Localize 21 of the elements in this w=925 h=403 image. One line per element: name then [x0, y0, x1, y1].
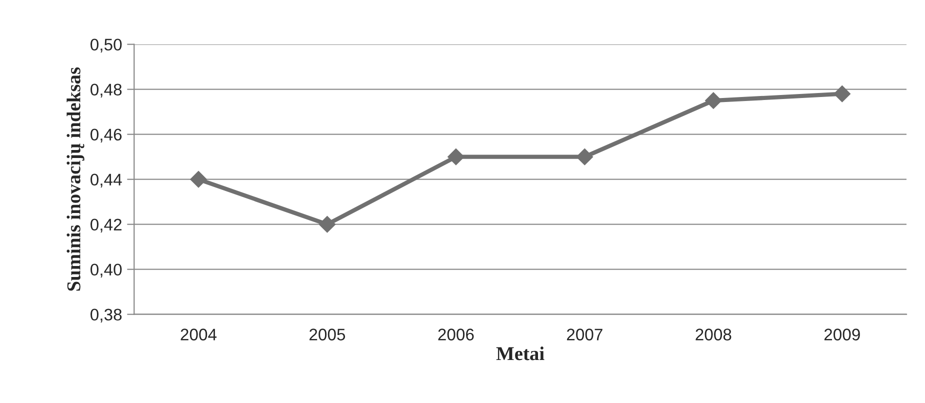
- point: [448, 148, 464, 166]
- x-tick-label: 2004: [180, 328, 217, 340]
- x-tick-label: 2008: [696, 328, 732, 340]
- y-tick-label: 0,38: [90, 308, 122, 323]
- point: [576, 148, 594, 166]
- point: [705, 92, 722, 109]
- y-axis-title: Suminis inovacijų indeksas: [66, 67, 84, 291]
- x-tick-label: 2007: [566, 328, 602, 340]
- y-tick-label: 0,46: [90, 128, 122, 143]
- x-axis-title: Metai: [496, 346, 544, 360]
- y-tick-label: 0,50: [90, 38, 122, 52]
- y-tick-label: 0,40: [90, 264, 122, 278]
- y-tick-label: 0,44: [90, 174, 122, 188]
- x-tick-label: 2009: [824, 328, 860, 340]
- point: [190, 170, 207, 188]
- x-tick-label: 2005: [310, 328, 346, 340]
- x-tick-label: 2006: [438, 328, 474, 340]
- point: [834, 85, 851, 102]
- y-tick-label: 0,48: [90, 84, 122, 98]
- y-tick-label: 0,42: [90, 218, 122, 233]
- point: [318, 216, 336, 233]
